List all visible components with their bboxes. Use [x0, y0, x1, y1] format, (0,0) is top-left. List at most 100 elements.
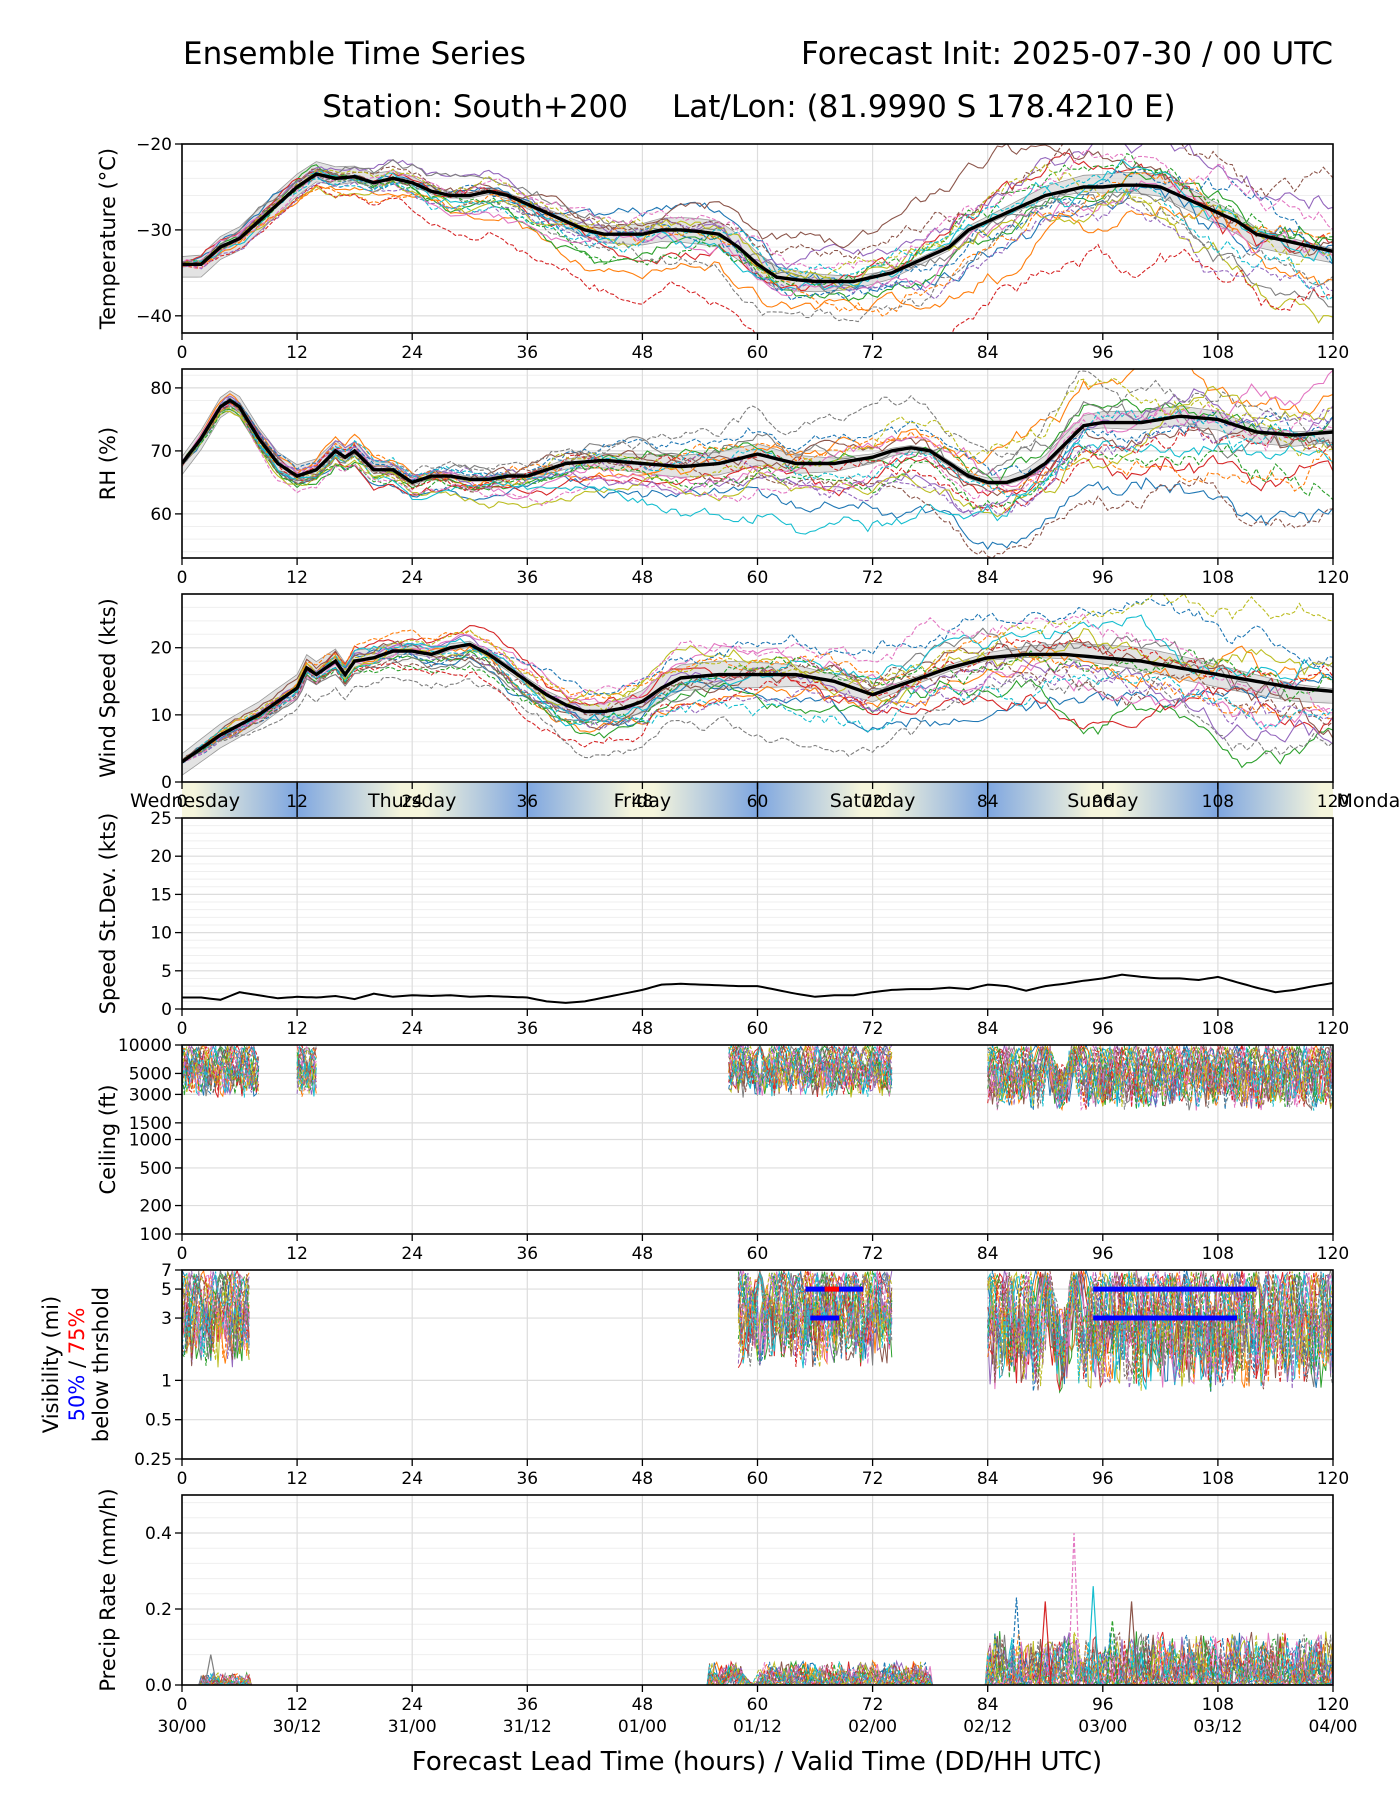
day-label: Saturday [830, 790, 916, 812]
ensemble-mean-line [182, 172, 1333, 284]
y-tick-label: 5 [161, 962, 172, 982]
day-segment: Saturday [757, 783, 988, 817]
x-tick-label: 60 [747, 1019, 769, 1039]
day-segment: Friday [527, 783, 758, 817]
ensemble-member-line [182, 1639, 1333, 1685]
ensemble-member-line [182, 398, 1333, 497]
ensemble-member-line [296, 1048, 317, 1090]
x-tick-label: 60 [747, 1244, 769, 1264]
y-tick-label: 3000 [129, 1085, 172, 1105]
ensemble-member-line [987, 1272, 1333, 1390]
y-tick-label: 25 [150, 809, 172, 829]
x-tick-label: 72 [862, 1469, 884, 1489]
x-tick-label: 36 [516, 792, 538, 812]
y-tick-label: 15 [150, 885, 172, 905]
x-tick-label: 120 [1317, 1695, 1349, 1715]
y-axis-label: Temperature (°C) [96, 148, 120, 330]
x-tick-label: 48 [632, 1019, 654, 1039]
panel-speed_stdev: 0 5 10 15 20 25 0 12 24 36 48 60 72 84 96 108 120 Speed S… [96, 809, 1349, 1039]
ensemble-member-line [182, 1270, 250, 1359]
plot-area-visibility [182, 1270, 1333, 1394]
x-tick-label: 108 [1202, 792, 1234, 812]
y-tick-label: 0.25 [134, 1450, 172, 1470]
x-tick-label: 48 [632, 1469, 654, 1489]
ensemble-member-line [296, 1046, 317, 1087]
x-tick-label: 72 [862, 792, 884, 812]
ensemble-member-line [182, 649, 1333, 762]
x-tick-label: 24 [401, 343, 423, 363]
y-tick-label: 0.4 [145, 1524, 172, 1544]
x-tick-label: 120 [1317, 792, 1349, 812]
ensemble-member-line [987, 1270, 1333, 1391]
plot-area-rh [182, 369, 1333, 558]
x-tick-label: 0 [177, 568, 188, 588]
x-tick-label: 36 [516, 1244, 538, 1264]
ensemble-member-line [737, 1271, 892, 1360]
y-axis-label-line2: 50% / 75% [65, 1308, 89, 1422]
ensemble-member-line [737, 1271, 893, 1366]
ensemble-member-line [182, 168, 1333, 301]
x-axis-label: Forecast Lead Time (hours) / Valid Time … [412, 1747, 1102, 1777]
ensemble-member-line [987, 1271, 1333, 1387]
plot-area-speed_stdev [182, 973, 1333, 1004]
x-tick-label: 108 [1202, 1019, 1234, 1039]
ensemble-member-line [182, 397, 1333, 481]
y-axis-label-line3: below thrshold [89, 1287, 113, 1442]
ensemble-member-line [182, 174, 1333, 301]
x-tick-label: 36 [516, 343, 538, 363]
y-tick-label: 20 [150, 847, 172, 867]
x-tick-label: 24 [401, 1469, 423, 1489]
ensemble-member-line [987, 1046, 1333, 1108]
y-tick-label: −30 [136, 221, 172, 241]
y-tick-label: 0 [161, 1000, 172, 1020]
ensemble-member-line [987, 1270, 1333, 1388]
y-tick-label: 10000 [118, 1036, 172, 1056]
x-tick-label: 108 [1202, 568, 1234, 588]
y-tick-label: 0 [161, 773, 172, 793]
panel-rh: 60 70 80 0 12 24 36 48 60 72 84 96 108 120 RH (%) [96, 368, 1349, 588]
day-label: Friday [614, 790, 672, 812]
y-tick-label: 1500 [129, 1114, 172, 1134]
x-valid-time-label: 01/12 [733, 1717, 782, 1737]
ensemble-member-line [182, 406, 1333, 510]
x-tick-label: 120 [1317, 1019, 1349, 1039]
station-latlon: Lat/Lon: (81.9990 S 178.4210 E) [672, 89, 1176, 125]
plot-area-temperature [182, 144, 1333, 333]
x-tick-label: 84 [977, 792, 999, 812]
x-valid-time-label: 02/00 [848, 1717, 897, 1737]
x-tick-label: 72 [862, 568, 884, 588]
x-valid-time-label: 31/00 [388, 1717, 437, 1737]
x-tick-label: 48 [632, 1695, 654, 1715]
ensemble-member-line [296, 1052, 317, 1092]
x-tick-label: 24 [401, 792, 423, 812]
x-tick-label: 48 [632, 343, 654, 363]
x-tick-label: 96 [1092, 1695, 1114, 1715]
precip-peak [204, 1654, 218, 1685]
day-fill [182, 783, 298, 817]
precip-peak [1038, 1601, 1052, 1685]
ensemble-member-line [987, 1270, 1333, 1391]
y-axis-label: Wind Speed (kts) [96, 598, 120, 778]
x-tick-label: 48 [632, 1244, 654, 1264]
ensemble-mean-line [182, 973, 1333, 1004]
x-tick-label: 12 [286, 792, 308, 812]
ensemble-member-line [987, 1270, 1333, 1386]
ensemble-member-line [182, 399, 1333, 558]
precip-peak [1125, 1601, 1138, 1685]
x-tick-label: 84 [977, 1019, 999, 1039]
panel-wind_speed: 0 10 20 0 12 24 36 48 60 72 84 96 108 120 Wind Speed (… [96, 593, 1349, 812]
x-tick-label: 24 [401, 1244, 423, 1264]
ensemble-member-line [182, 637, 1333, 764]
x-valid-time-label: 03/00 [1078, 1717, 1127, 1737]
ensemble-member-line [737, 1271, 893, 1366]
x-tick-label: 0 [177, 1244, 188, 1264]
day-segment: Sunday [987, 783, 1218, 817]
x-tick-label: 24 [401, 568, 423, 588]
ensemble-member-line [182, 1270, 250, 1354]
ensemble-member-line [296, 1048, 317, 1092]
x-valid-time-label: 31/12 [503, 1717, 552, 1737]
x-tick-label: 12 [286, 1469, 308, 1489]
ensemble-member-line [182, 173, 1333, 323]
station-name: Station: South+200 [322, 89, 628, 125]
ensemble-member-line [182, 144, 1333, 267]
